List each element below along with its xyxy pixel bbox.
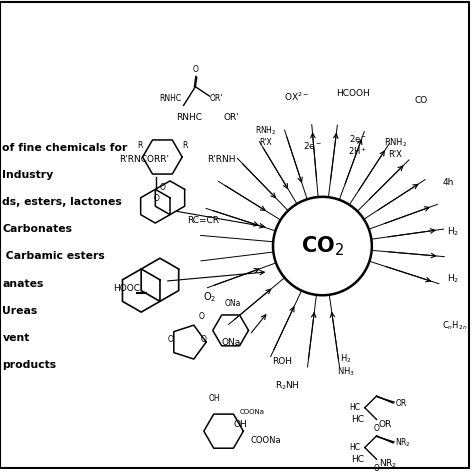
- Text: CO: CO: [414, 96, 428, 105]
- Text: OR': OR': [224, 113, 239, 122]
- Text: Industry: Industry: [2, 170, 54, 180]
- Text: anates: anates: [2, 279, 44, 289]
- Text: RNHC: RNHC: [159, 94, 181, 103]
- Text: COONa: COONa: [251, 436, 281, 445]
- Text: O: O: [201, 335, 207, 344]
- Circle shape: [273, 197, 372, 295]
- Text: H$_2$: H$_2$: [447, 226, 459, 238]
- Text: HCOOH: HCOOH: [336, 90, 370, 99]
- Text: O$_2$: O$_2$: [203, 291, 216, 304]
- Text: Ureas: Ureas: [2, 306, 37, 316]
- Text: CO$_2$: CO$_2$: [301, 234, 344, 258]
- Text: O: O: [199, 312, 204, 321]
- Text: R$_2$NH: R$_2$NH: [275, 380, 300, 392]
- Text: RC=CR: RC=CR: [187, 216, 219, 225]
- Text: R'RNCORR': R'RNCORR': [119, 155, 169, 164]
- Text: O: O: [192, 64, 198, 73]
- Text: R: R: [182, 141, 188, 150]
- Text: ds, esters, lactones: ds, esters, lactones: [2, 197, 122, 207]
- Text: RNH$_2$
R'X: RNH$_2$ R'X: [383, 137, 407, 159]
- Text: OH: OH: [233, 420, 247, 429]
- Text: R: R: [137, 141, 143, 150]
- Text: H$_2$: H$_2$: [447, 273, 459, 285]
- Text: HC: HC: [349, 403, 360, 412]
- Text: O: O: [374, 424, 380, 433]
- Text: OR: OR: [379, 419, 392, 428]
- Text: O: O: [159, 183, 165, 192]
- Text: ONa: ONa: [221, 337, 240, 346]
- Text: products: products: [2, 360, 56, 370]
- Text: C$_n$H$_{2n}$: C$_n$H$_{2n}$: [442, 319, 468, 332]
- Text: ONa: ONa: [225, 299, 241, 308]
- Text: COONa: COONa: [240, 410, 265, 415]
- Text: vent: vent: [2, 333, 30, 343]
- Text: O: O: [153, 194, 159, 203]
- Text: OR: OR: [395, 399, 407, 408]
- Text: HC: HC: [349, 443, 360, 452]
- Text: RNHC: RNHC: [176, 113, 202, 122]
- Text: O: O: [167, 335, 173, 344]
- Text: NR$_2$: NR$_2$: [395, 437, 411, 449]
- Text: HC: HC: [351, 455, 364, 464]
- Text: HC: HC: [351, 415, 364, 424]
- Text: HOOC: HOOC: [113, 284, 140, 293]
- Text: 2e$^-$: 2e$^-$: [303, 140, 323, 151]
- Text: RNH$_2$
R'X: RNH$_2$ R'X: [255, 125, 277, 147]
- Text: Carbonates: Carbonates: [2, 224, 73, 234]
- Text: of fine chemicals for: of fine chemicals for: [2, 143, 128, 153]
- Text: OX$^{2-}$: OX$^{2-}$: [284, 91, 309, 103]
- Text: R'RNH: R'RNH: [207, 155, 236, 164]
- Text: Carbamic esters: Carbamic esters: [2, 251, 105, 261]
- Text: OR': OR': [210, 94, 223, 103]
- Text: ROH: ROH: [273, 356, 292, 365]
- Text: 2e$^-$
2H$^+$: 2e$^-$ 2H$^+$: [348, 134, 367, 157]
- Text: 4h: 4h: [442, 178, 454, 187]
- Text: O: O: [374, 464, 380, 473]
- Text: OH: OH: [209, 394, 220, 403]
- Text: NR$_2$: NR$_2$: [379, 458, 397, 470]
- Text: H$_2$
NH$_3$: H$_2$ NH$_3$: [337, 353, 355, 379]
